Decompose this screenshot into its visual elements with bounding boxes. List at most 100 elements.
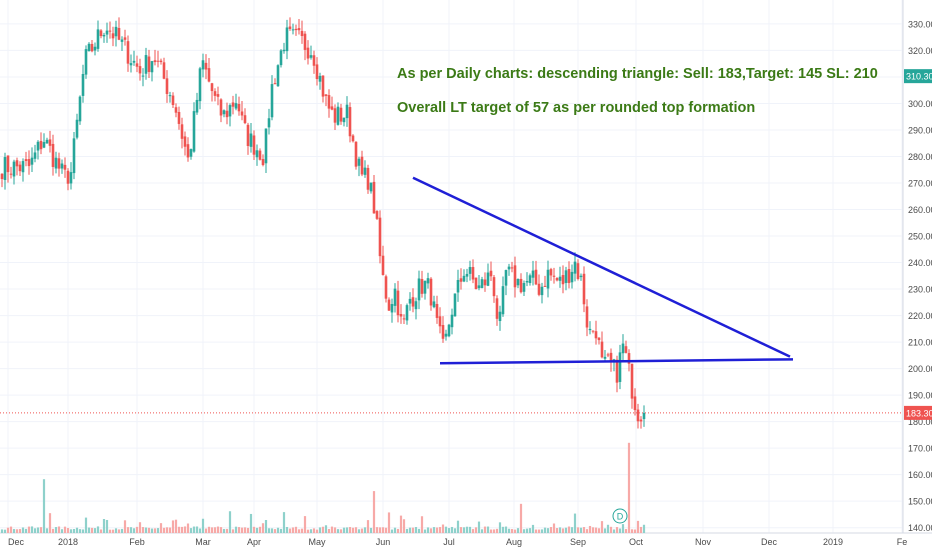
volume-bar	[195, 526, 199, 533]
volume-bar	[315, 529, 319, 533]
candle	[102, 32, 106, 43]
volume-bar	[318, 527, 322, 533]
volume-bar	[201, 518, 205, 533]
volume-bar	[135, 526, 139, 533]
volume-bar	[573, 513, 577, 533]
volume-bar	[225, 528, 229, 533]
volume-bar	[78, 529, 82, 533]
volume-bar	[603, 528, 607, 533]
candle	[210, 82, 214, 102]
candle	[498, 305, 502, 331]
x-tick-label: Sep	[570, 537, 586, 547]
volume-bar	[9, 526, 13, 533]
candle	[573, 252, 577, 282]
volume-bar	[387, 512, 391, 533]
volume-bar	[489, 529, 493, 533]
volume-bar	[21, 527, 25, 533]
dividend-event-icon[interactable]	[612, 508, 628, 524]
candle	[195, 92, 199, 115]
candle	[516, 278, 520, 289]
candle	[288, 17, 292, 31]
volume-bar	[579, 527, 583, 533]
volume-bar	[255, 527, 259, 533]
volume-bar	[234, 526, 238, 533]
x-tick-label: Jul	[443, 537, 455, 547]
volume-bar	[555, 528, 559, 533]
volume-bar	[273, 529, 277, 533]
y-tick-label: 230.00	[908, 285, 932, 295]
volume-bar	[132, 528, 136, 533]
candle	[117, 17, 121, 41]
volume-bar	[180, 526, 184, 533]
candle	[312, 50, 316, 74]
candle	[207, 57, 211, 83]
volume-bar	[384, 527, 388, 533]
volume-bar	[567, 526, 571, 533]
volume-bar	[333, 527, 337, 533]
y-tick-label: 210.00	[908, 338, 932, 348]
candle	[447, 323, 451, 338]
candle	[444, 329, 448, 341]
volume-bar	[252, 526, 256, 533]
volume-bar	[351, 527, 355, 533]
candle	[477, 274, 481, 291]
volume-bar	[330, 526, 334, 533]
volume-bar	[36, 527, 40, 533]
volume-bar	[372, 491, 376, 533]
candle	[135, 55, 139, 73]
last-price-label: 183.30	[906, 408, 932, 418]
volume-bar	[450, 526, 454, 533]
candle	[279, 49, 283, 68]
candle	[9, 166, 13, 179]
candle	[618, 344, 622, 390]
volume-bar	[609, 526, 613, 533]
candle	[327, 89, 331, 118]
volume-bar	[228, 511, 232, 533]
volume-bar	[618, 528, 622, 533]
volume-bar	[69, 529, 73, 533]
volume-bar	[159, 523, 163, 533]
candle	[369, 182, 373, 194]
volume-bar	[534, 529, 538, 533]
y-tick-label: 150.00	[908, 497, 932, 507]
volume-bar	[411, 527, 415, 533]
candle	[486, 263, 490, 287]
candle	[249, 122, 253, 153]
volume-bar	[192, 526, 196, 533]
triangle-upper-trendline[interactable]	[412, 176, 791, 358]
volume-bar	[294, 526, 298, 533]
candle	[642, 405, 646, 427]
candle	[246, 122, 250, 155]
y-tick-label: 290.00	[908, 125, 932, 135]
candle	[114, 20, 118, 47]
candle	[306, 40, 310, 65]
candle	[168, 91, 172, 103]
volume-bar	[417, 528, 421, 533]
volume-bar	[498, 522, 502, 533]
candle	[174, 103, 178, 118]
volume-bar	[465, 526, 469, 533]
volume-bar	[438, 527, 442, 533]
candle	[300, 20, 304, 44]
volume-bar	[288, 528, 292, 533]
candle	[3, 152, 7, 190]
candle	[483, 272, 487, 292]
candle	[339, 103, 343, 125]
volume-bar	[162, 527, 166, 533]
candle	[513, 256, 517, 298]
y-tick-label: 240.00	[908, 258, 932, 268]
volume-bar	[531, 524, 535, 533]
candle	[315, 57, 319, 86]
volume-bar	[486, 526, 490, 533]
candle	[426, 272, 430, 289]
volume-bar	[441, 524, 445, 533]
candle	[351, 134, 355, 143]
candle	[45, 137, 49, 144]
volume-bar	[435, 527, 439, 533]
triangle-support-line[interactable]	[439, 358, 794, 365]
y-tick-label: 330.00	[908, 19, 932, 29]
candle	[528, 273, 532, 286]
volume-bar	[519, 503, 523, 533]
volume-bar	[138, 522, 142, 533]
